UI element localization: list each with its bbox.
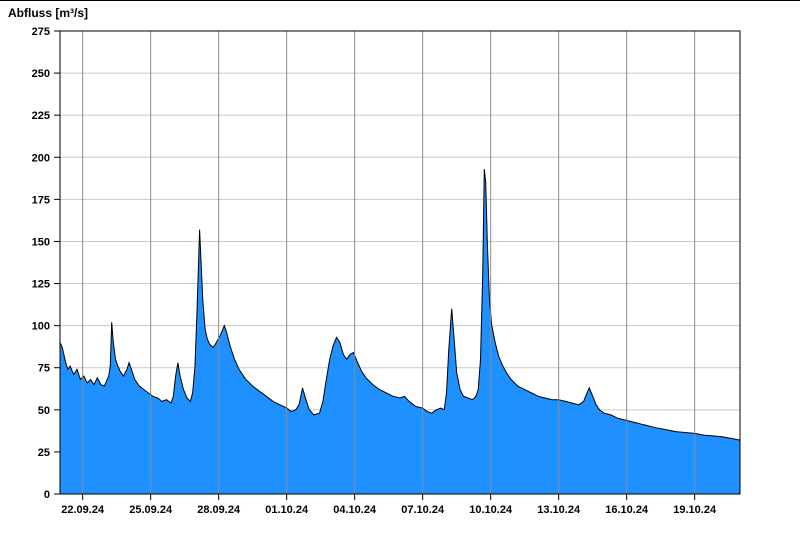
x-tick-label: 01.10.24 (265, 504, 309, 516)
x-tick-label: 13.10.24 (537, 504, 581, 516)
plot-border (59, 30, 741, 495)
y-tick-label: 275 (32, 26, 50, 38)
y-tick-label: 25 (38, 447, 50, 459)
x-tick-label: 10.10.24 (469, 504, 513, 516)
chart-title: Abfluss [m³/s] (8, 6, 89, 20)
y-tick-label: 200 (32, 152, 50, 164)
y-tick-label: 250 (32, 68, 50, 80)
y-tick-label: 150 (32, 236, 50, 248)
x-tick-label: 28.09.24 (197, 504, 241, 516)
y-tick-label: 225 (32, 110, 50, 122)
y-tick-label: 100 (32, 321, 50, 333)
x-tick-label: 22.09.24 (61, 504, 105, 516)
y-tick-label: 75 (38, 363, 50, 375)
x-tick-label: 04.10.24 (333, 504, 377, 516)
x-tick-label: 07.10.24 (401, 504, 445, 516)
y-tick-label: 0 (44, 489, 50, 501)
y-tick-label: 125 (32, 279, 50, 291)
x-tick-label: 25.09.24 (129, 504, 173, 516)
discharge-area-series (59, 169, 741, 495)
y-tick-label: 50 (38, 405, 50, 417)
x-tick-label: 19.10.24 (673, 504, 717, 516)
y-tick-label: 175 (32, 194, 50, 206)
x-tick-label: 16.10.24 (605, 504, 649, 516)
